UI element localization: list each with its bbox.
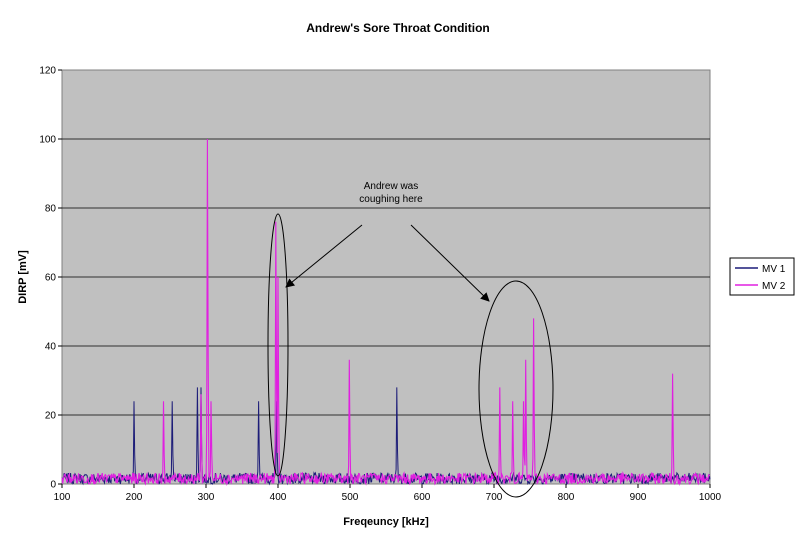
highlight-ellipse-400: [267, 213, 289, 477]
x-tick-label: 700: [486, 492, 503, 503]
annotation-arrow-left: [285, 224, 363, 288]
gridlines: [62, 138, 710, 416]
legend: MV 1 MV 2: [729, 257, 795, 296]
annotation-line-1: Andrew was: [364, 181, 418, 192]
y-tick-label: 20: [45, 411, 57, 422]
annotation: Andrew was coughing here: [267, 181, 554, 498]
y-tick-label: 100: [39, 135, 56, 146]
x-tick-label: 100: [54, 492, 71, 503]
x-tick-label: 1000: [699, 492, 722, 503]
chart-title: Andrew's Sore Throat Condition: [306, 21, 490, 35]
x-tick-label: 600: [414, 492, 431, 503]
x-tick-label: 200: [126, 492, 143, 503]
x-tick-label: 900: [630, 492, 647, 503]
x-tick-label: 400: [270, 492, 287, 503]
y-tick-label: 60: [45, 273, 57, 284]
x-tick-label: 500: [342, 492, 359, 503]
x-tick-label: 300: [198, 492, 215, 503]
highlight-ellipse-730: [478, 280, 554, 498]
legend-label-mv1: MV 1: [762, 264, 786, 275]
x-tick-label: 800: [558, 492, 575, 503]
annotation-arrow-right: [410, 224, 490, 302]
legend-box: [729, 257, 795, 296]
series-line-2: [61, 138, 710, 487]
y-ticks: 0 20 40 60 80 100 120: [39, 66, 62, 491]
legend-label-mv2: MV 2: [762, 281, 786, 292]
annotation-line-2: coughing here: [359, 194, 423, 205]
y-tick-label: 80: [45, 204, 57, 215]
y-tick-label: 120: [39, 66, 56, 77]
y-tick-label: 40: [45, 342, 57, 353]
y-axis-label: DIRP [mV]: [17, 250, 29, 304]
series-layer: [61, 138, 711, 487]
x-axis-label: Freqeuncy [kHz]: [343, 516, 429, 528]
x-ticks: 100 200 300 400 500 600 700 800 900 1000: [54, 484, 722, 503]
y-tick-label: 0: [50, 480, 56, 491]
